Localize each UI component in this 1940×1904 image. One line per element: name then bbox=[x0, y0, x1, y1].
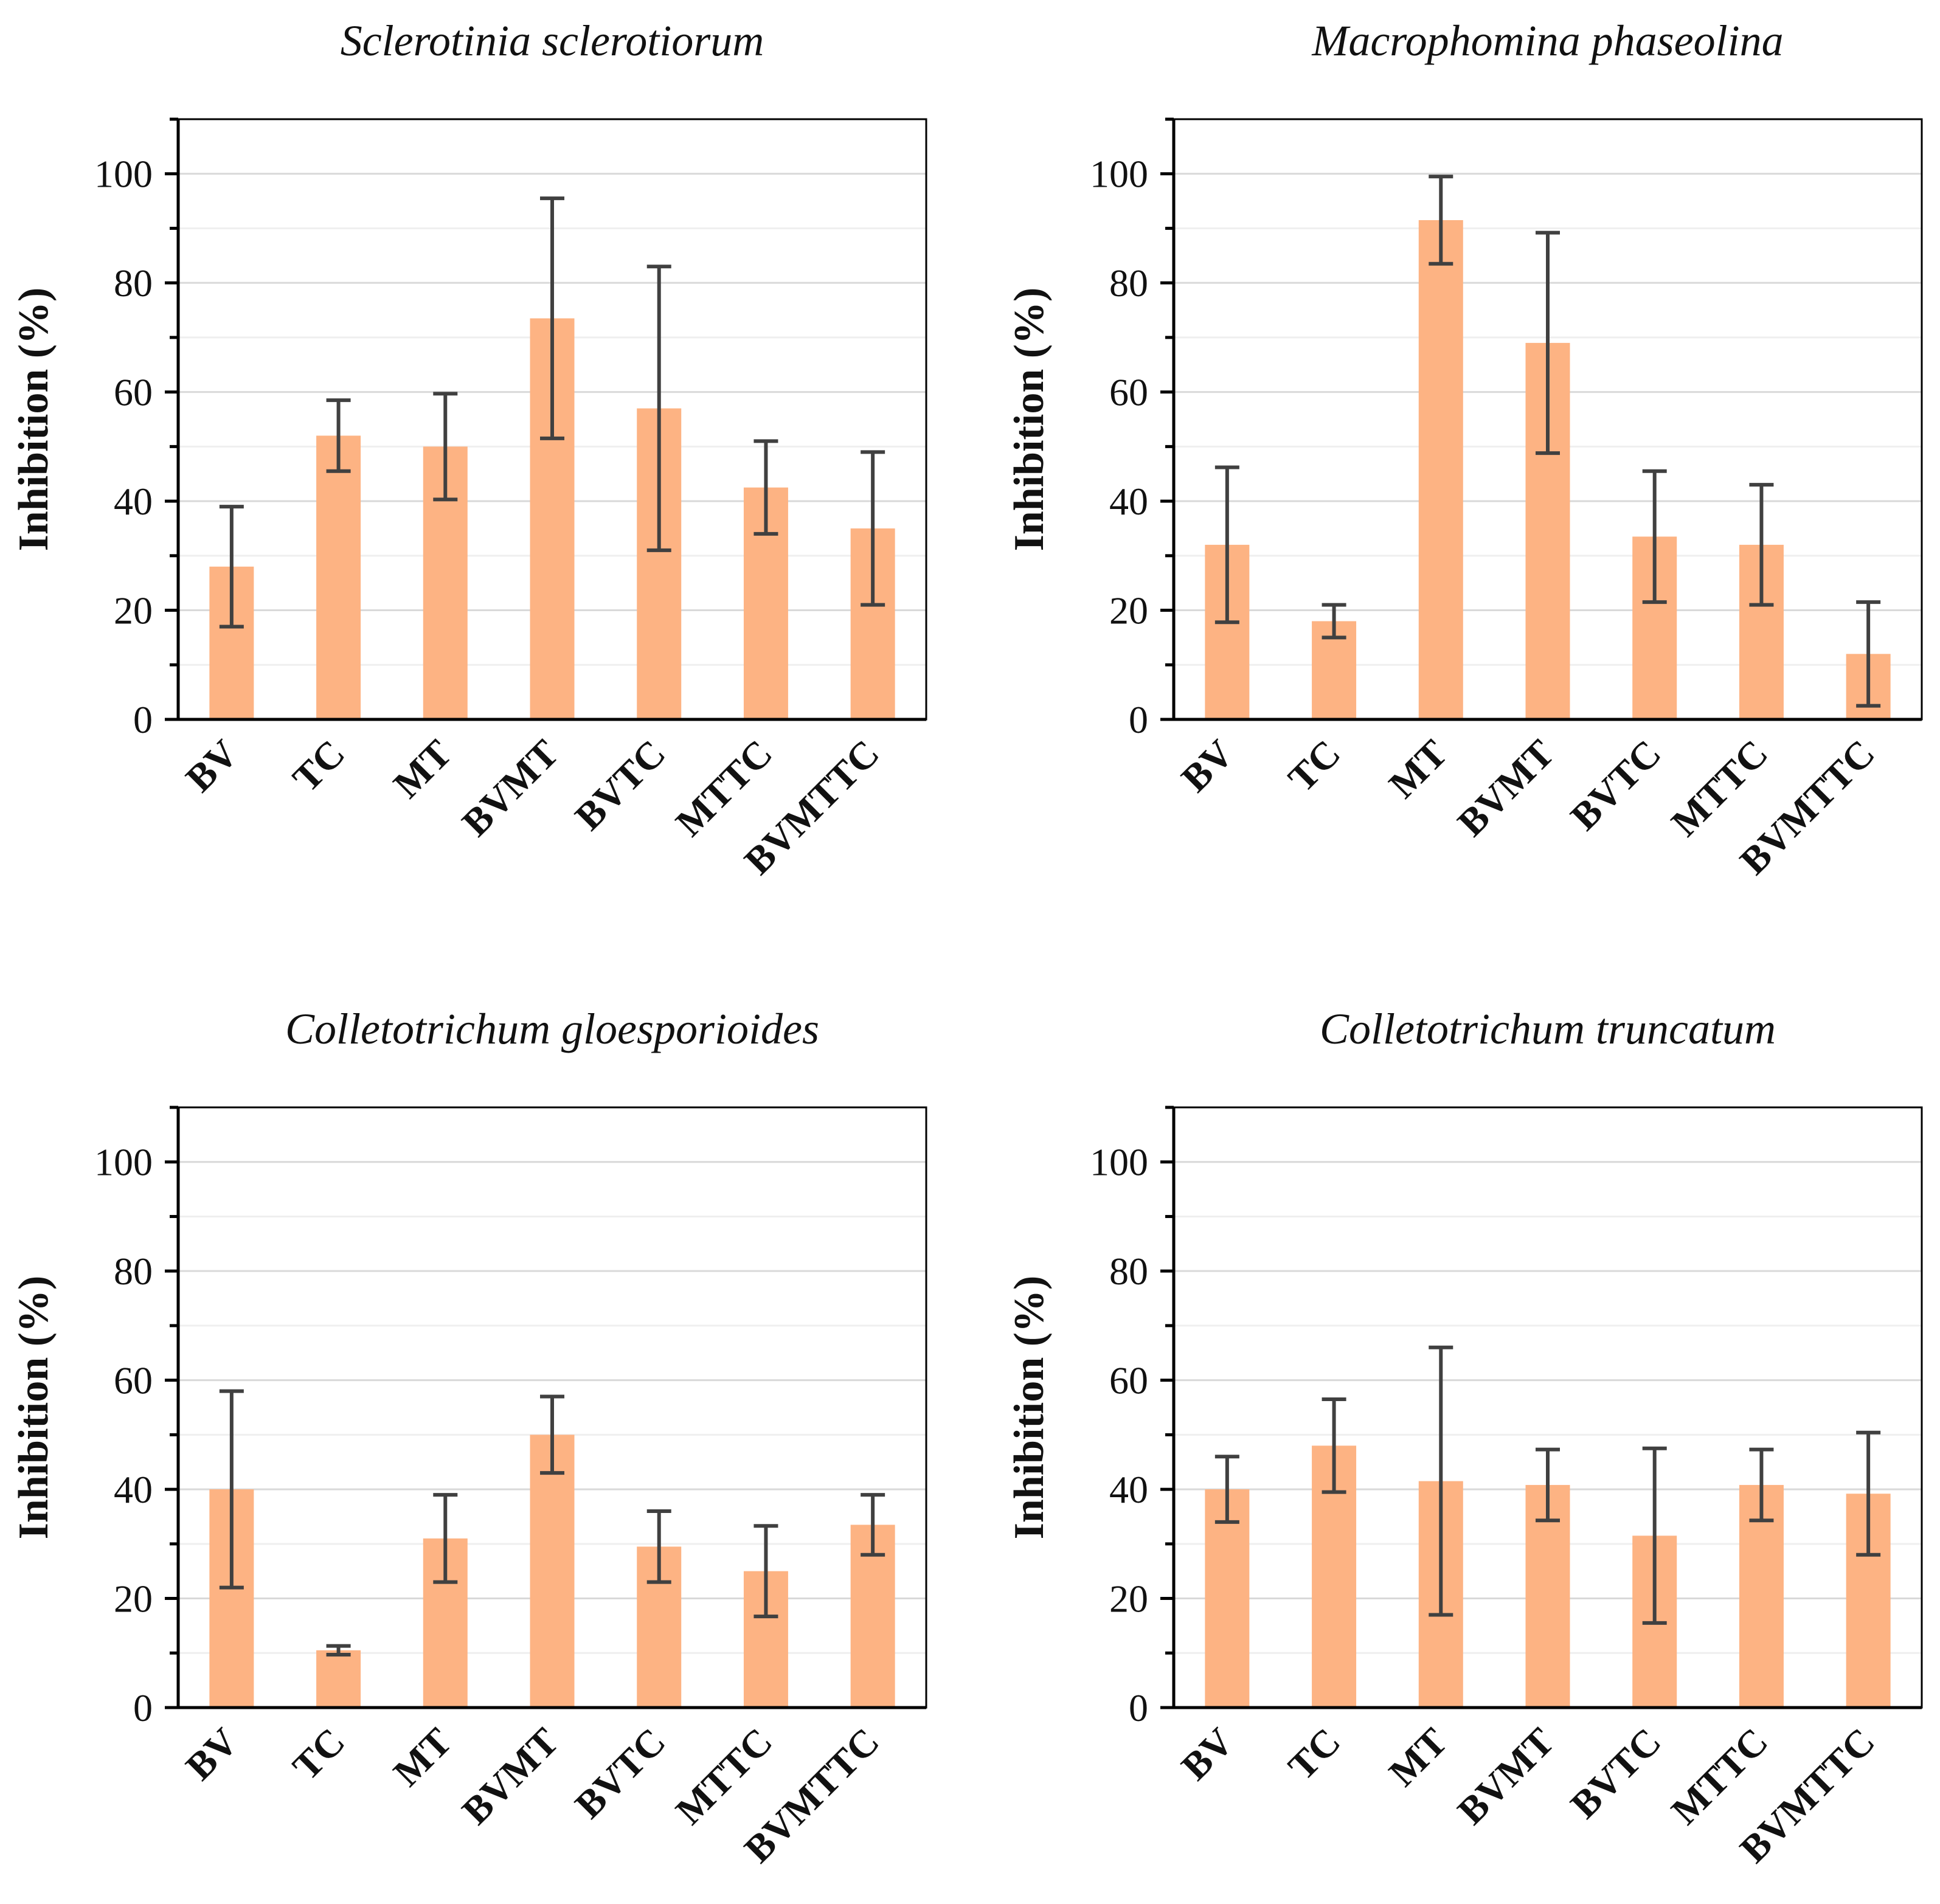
y-tick-label: 100 bbox=[94, 153, 153, 196]
y-tick-label: 0 bbox=[1129, 698, 1148, 741]
x-tick-label: TC bbox=[284, 1720, 353, 1788]
x-tick-label: MT bbox=[1381, 1720, 1455, 1795]
y-tick-label: 80 bbox=[114, 261, 153, 305]
y-tick-label: 40 bbox=[114, 1468, 153, 1511]
y-tick-label: 0 bbox=[133, 698, 153, 741]
x-tick-label: BV bbox=[1173, 732, 1242, 800]
x-tick-label: BVMT bbox=[454, 1720, 567, 1833]
x-tick-label: MT bbox=[1381, 732, 1455, 806]
bar bbox=[1418, 220, 1463, 719]
panel-colletotrichum-truncatum: Colletotrichum truncatum Inhibition (%) … bbox=[1006, 1005, 1923, 1871]
y-tick-label: 100 bbox=[1090, 153, 1148, 196]
y-tick-label: 60 bbox=[1109, 1359, 1148, 1402]
y-tick-label: 40 bbox=[114, 480, 153, 523]
y-tick-label: 100 bbox=[1090, 1141, 1148, 1184]
y-tick-label: 40 bbox=[1109, 480, 1148, 523]
chart-title: Colletotrichum gloesporioides bbox=[285, 1005, 819, 1053]
y-tick-label: 80 bbox=[1109, 261, 1148, 305]
x-tick-label: BVMT bbox=[454, 732, 567, 845]
y-axis-label: Inhibition (%) bbox=[10, 288, 57, 552]
y-tick-label: 60 bbox=[1109, 371, 1148, 414]
y-tick-label: 80 bbox=[114, 1250, 153, 1293]
bar bbox=[316, 435, 361, 719]
panel-colletotrichum-gloesporioides: Colletotrichum gloesporioides Inhibition… bbox=[10, 1005, 927, 1871]
chart-title: Colletotrichum truncatum bbox=[1320, 1005, 1776, 1053]
panel-macrophomina-phaseolina: Macrophomina phaseolina Inhibition (%) 0… bbox=[1006, 16, 1923, 883]
x-tick-label: BV bbox=[178, 732, 246, 800]
y-tick-label: 20 bbox=[114, 589, 153, 632]
y-axis-label: Inhibition (%) bbox=[1006, 288, 1053, 552]
y-tick-label: 100 bbox=[94, 1141, 153, 1184]
bar bbox=[316, 1650, 361, 1708]
y-tick-label: 20 bbox=[1109, 1577, 1148, 1621]
panel-sclerotinia-sclerotiorum: Sclerotinia sclerotiorum Inhibition (%) … bbox=[10, 16, 927, 883]
y-axis-label: Inhibition (%) bbox=[10, 1276, 57, 1540]
y-tick-label: 60 bbox=[114, 1359, 153, 1402]
x-tick-label: BVTC bbox=[567, 1720, 674, 1827]
y-tick-label: 0 bbox=[1129, 1686, 1148, 1729]
x-tick-label: BVMT bbox=[1449, 1720, 1562, 1833]
y-tick-label: 40 bbox=[1109, 1468, 1148, 1511]
chart-title: Sclerotinia sclerotiorum bbox=[341, 16, 764, 65]
y-tick-label: 60 bbox=[114, 371, 153, 414]
y-tick-label: 0 bbox=[133, 1686, 153, 1729]
bar bbox=[530, 1435, 575, 1708]
x-tick-label: BVTC bbox=[1562, 1720, 1669, 1827]
x-tick-label: BVTC bbox=[1562, 732, 1669, 839]
x-tick-label: BV bbox=[178, 1720, 246, 1788]
y-tick-label: 20 bbox=[1109, 589, 1148, 632]
x-tick-label: TC bbox=[1280, 1720, 1348, 1788]
x-tick-label: BVMT bbox=[1449, 732, 1562, 845]
x-tick-label: TC bbox=[284, 732, 353, 800]
chart-title: Macrophomina phaseolina bbox=[1311, 16, 1783, 65]
x-tick-label: MT bbox=[385, 1720, 460, 1795]
bar bbox=[1205, 1489, 1250, 1708]
y-tick-label: 80 bbox=[1109, 1250, 1148, 1293]
x-tick-label: TC bbox=[1280, 732, 1348, 800]
x-tick-label: BVTC bbox=[567, 732, 674, 839]
x-tick-label: MT bbox=[385, 732, 460, 806]
y-tick-label: 20 bbox=[114, 1577, 153, 1621]
x-tick-label: BV bbox=[1173, 1720, 1242, 1788]
y-axis-label: Inhibition (%) bbox=[1006, 1276, 1053, 1540]
